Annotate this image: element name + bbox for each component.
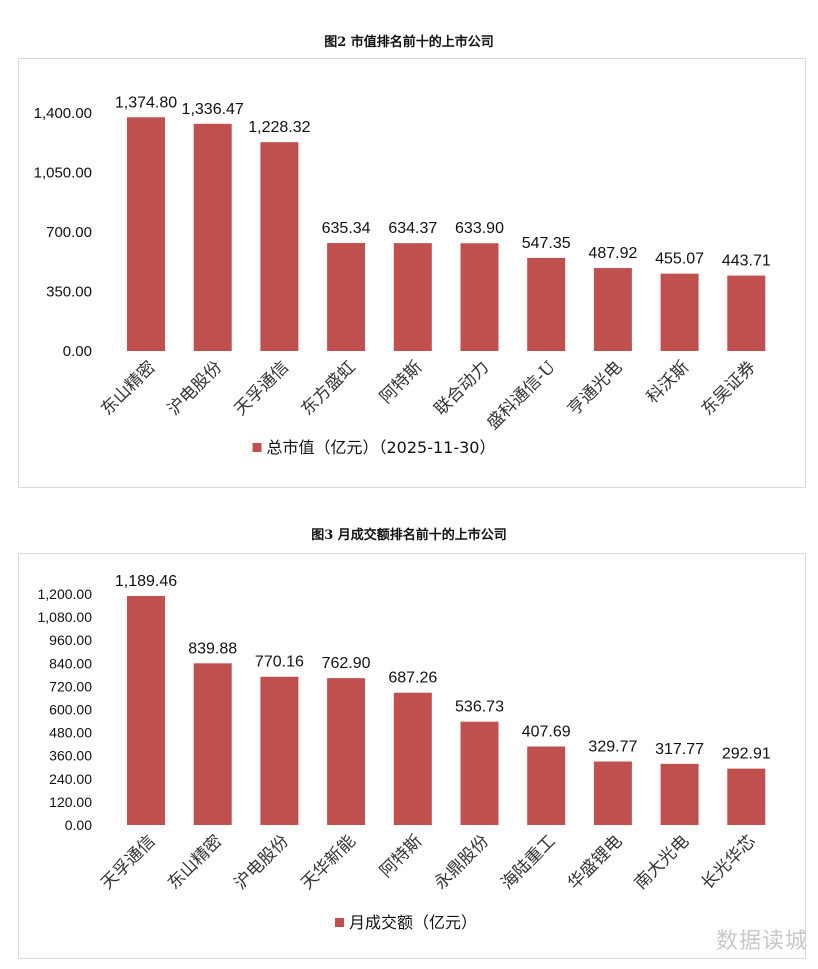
x-tick-label: 联合动力 [431, 357, 493, 419]
y-tick-label: 1,050.00 [34, 165, 92, 182]
data-label: 762.90 [322, 655, 371, 672]
data-label: 407.69 [522, 724, 571, 741]
y-tick-label: 960.00 [49, 632, 92, 648]
legend-label: 月成交额（亿元） [349, 913, 477, 932]
y-tick-label: 240.00 [49, 771, 92, 787]
x-tick-label: 天孚通信 [97, 831, 159, 893]
y-tick-label: 1,200.00 [38, 586, 93, 602]
y-tick-label: 360.00 [49, 748, 92, 764]
data-label: 1,336.47 [182, 101, 244, 118]
x-tick-label: 沪电股份 [164, 357, 226, 419]
bar [393, 692, 432, 825]
data-label: 1,189.46 [115, 573, 177, 590]
chart1-title: 图2 市值排名前十的上市公司 [324, 35, 494, 50]
bar [260, 142, 299, 351]
watermark: 数据读城 [715, 929, 808, 954]
bar [393, 243, 432, 351]
x-tick-label: 东山精密 [97, 357, 159, 419]
x-tick-label: 阿特斯 [376, 831, 426, 881]
data-label: 547.35 [522, 235, 571, 252]
bar [660, 273, 699, 351]
data-label: 633.90 [455, 220, 504, 237]
data-label: 770.16 [255, 654, 304, 671]
data-label: 443.71 [722, 253, 771, 270]
data-label: 839.88 [188, 640, 237, 657]
bar [727, 275, 766, 351]
bar [660, 763, 699, 825]
bar [327, 678, 366, 825]
data-label: 1,228.32 [248, 119, 310, 136]
x-tick-label: 东吴证券 [698, 357, 760, 419]
y-tick-label: 720.00 [49, 678, 92, 694]
y-tick-label: 600.00 [49, 702, 92, 718]
bar [593, 761, 632, 825]
bar [527, 257, 566, 351]
bar [727, 768, 766, 825]
legend-swatch [252, 443, 262, 452]
bar [260, 676, 299, 825]
data-label: 687.26 [388, 670, 437, 687]
y-tick-label: 1,400.00 [34, 105, 92, 122]
bar [127, 117, 165, 351]
data-label: 455.07 [655, 251, 704, 268]
bar [527, 746, 566, 825]
legend-swatch [335, 918, 344, 927]
x-tick-label: 天孚通信 [231, 357, 293, 419]
data-label: 635.34 [322, 220, 371, 237]
x-tick-label: 东山精密 [164, 831, 226, 893]
y-tick-label: 700.00 [46, 224, 92, 241]
x-tick-label: 华盛锂电 [564, 831, 626, 893]
data-label: 317.77 [655, 741, 704, 758]
x-tick-label: 长光华芯 [698, 831, 760, 893]
x-tick-label: 阿特斯 [376, 357, 426, 407]
x-tick-label: 科沃斯 [643, 357, 693, 407]
x-tick-label: 盛科通信-U [483, 357, 559, 433]
y-tick-label: 1,080.00 [38, 609, 93, 625]
y-tick-label: 840.00 [49, 655, 92, 671]
x-tick-label: 永鼎股份 [431, 831, 493, 893]
chart2-title: 图3 月成交额排名前十的上市公司 [311, 528, 507, 543]
data-label: 487.92 [588, 245, 637, 262]
y-tick-label: 120.00 [49, 794, 92, 810]
bar [127, 596, 165, 825]
data-label: 292.91 [722, 746, 771, 763]
y-tick-label: 480.00 [49, 725, 92, 741]
bar [593, 268, 632, 351]
bar [460, 721, 499, 825]
data-label: 536.73 [455, 699, 504, 716]
data-label: 1,374.80 [115, 94, 177, 111]
y-tick-label: 350.00 [46, 284, 92, 301]
bar [327, 242, 366, 351]
x-tick-label: 亨通光电 [564, 357, 626, 419]
data-label: 329.77 [588, 739, 637, 756]
bar [460, 243, 499, 351]
y-tick-label: 0.00 [63, 343, 92, 360]
x-tick-label: 东方盛虹 [297, 357, 359, 419]
x-tick-label: 天华新能 [297, 831, 359, 893]
y-tick-label: 0.00 [65, 817, 92, 833]
bar [193, 663, 232, 825]
x-tick-label: 南大光电 [631, 831, 693, 893]
legend-label: 总市值（亿元）（2025-11-30） [267, 438, 496, 457]
bar [193, 123, 232, 351]
x-tick-label: 沪电股份 [231, 831, 293, 893]
x-tick-label: 海陆重工 [498, 831, 560, 893]
data-label: 634.37 [388, 220, 437, 237]
